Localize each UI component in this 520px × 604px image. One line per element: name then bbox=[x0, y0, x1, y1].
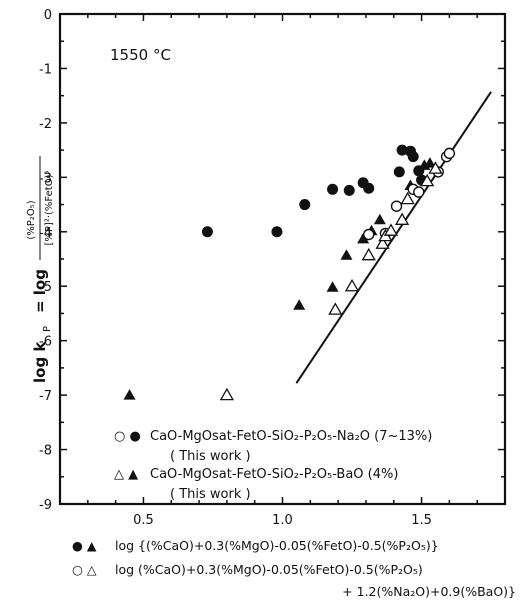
point-filled-triangle bbox=[357, 232, 370, 244]
y-tick-label: -1 bbox=[39, 62, 52, 77]
legend-markers-1: ○ ● bbox=[114, 429, 141, 444]
y-tick-label: -8 bbox=[39, 444, 52, 459]
point-filled-triangle bbox=[293, 299, 306, 310]
point-open-triangle bbox=[219, 387, 234, 401]
x-axis-label: ● ▲ log {(%CaO)+0.3(%MgO)-0.05(%FetO)-0.… bbox=[72, 538, 516, 599]
xlabel-line-1: log {(%CaO)+0.3(%MgO)-0.05(%FetO)-0.5(%P… bbox=[115, 538, 439, 553]
x-tick-label: 1.5 bbox=[411, 513, 432, 528]
svg-text:log k: log k bbox=[31, 341, 49, 383]
y-tick-label: -5 bbox=[39, 280, 52, 295]
point-open-triangle bbox=[400, 191, 415, 205]
xlabel-markers-2: ○ △ bbox=[72, 562, 97, 577]
point-filled-circle bbox=[343, 184, 355, 196]
y-tick-label: -6 bbox=[39, 335, 52, 350]
y-axis-label: log k P = log (%P₂O₅) [%P]²·(%FetO)⁵ bbox=[26, 156, 55, 383]
point-filled-triangle bbox=[423, 157, 436, 168]
temperature-annotation: 1550 °C bbox=[110, 46, 171, 64]
ylabel-sub: P bbox=[42, 326, 53, 332]
axes bbox=[58, 12, 507, 506]
point-filled-circle bbox=[393, 166, 405, 178]
ylabel-prefix: log k bbox=[31, 341, 49, 383]
y-tick-label: -3 bbox=[39, 171, 52, 186]
xlabel-line-3: + 1.2(%Na₂O)+0.9(%BaO)} bbox=[342, 584, 516, 599]
y-tick-label: -4 bbox=[39, 226, 52, 241]
legend-sub-1: ( This work ) bbox=[170, 449, 251, 464]
point-filled-circle bbox=[271, 226, 283, 238]
point-filled-circle bbox=[396, 144, 408, 156]
tick-labels: 0 -1 -2 -3 -4 -5 -6 -7 -8 -9 0.5 1.0 1.5 bbox=[39, 8, 432, 528]
point-filled-circle bbox=[407, 151, 419, 163]
y-tick-label: -2 bbox=[39, 117, 52, 132]
point-filled-circle bbox=[327, 183, 339, 195]
legend-sub-2: ( This work ) bbox=[170, 487, 251, 502]
point-filled-triangle bbox=[340, 249, 353, 260]
legend: ○ ● CaO-MgOsat-FetO-SiO₂-P₂O₅-Na₂O (7~13… bbox=[114, 429, 432, 502]
ylabel-eq: = log bbox=[31, 269, 49, 313]
point-open-circle bbox=[390, 200, 403, 212]
legend-label-1: CaO-MgOsat-FetO-SiO₂-P₂O₅-Na₂O (7~13%) bbox=[150, 429, 432, 444]
legend-label-2: CaO-MgOsat-FetO-SiO₂-P₂O₅-BaO (4%) bbox=[150, 467, 398, 482]
point-filled-triangle bbox=[326, 281, 339, 292]
y-tick-label: 0 bbox=[44, 8, 52, 23]
ylabel-denominator: [%P]²·(%FetO)⁵ bbox=[44, 171, 55, 246]
point-open-triangle bbox=[383, 223, 399, 236]
point-open-triangle bbox=[361, 247, 376, 261]
point-open-triangle bbox=[394, 212, 410, 225]
fit-line bbox=[295, 91, 492, 384]
point-open-triangle bbox=[344, 278, 360, 292]
point-filled-triangle bbox=[373, 213, 386, 225]
xlabel-markers-1: ● ▲ bbox=[72, 538, 97, 553]
ylabel-numerator: (%P₂O₅) bbox=[26, 200, 37, 239]
y-tick-label: -7 bbox=[39, 389, 52, 404]
point-open-triangle bbox=[420, 173, 435, 187]
point-open-triangle bbox=[375, 236, 390, 249]
xlabel-line-2: log (%CaO)+0.3(%MgO)-0.05(%FetO)-0.5(%P₂… bbox=[115, 562, 423, 577]
point-open-circle bbox=[443, 147, 456, 160]
point-open-circle bbox=[413, 186, 425, 198]
legend-markers-2: △ ▲ bbox=[114, 467, 138, 482]
point-filled-circle bbox=[299, 199, 311, 211]
point-filled-circle bbox=[201, 226, 213, 238]
fit-line-layer bbox=[295, 91, 492, 384]
data-points bbox=[123, 144, 456, 401]
point-open-circle bbox=[363, 228, 375, 241]
point-open-triangle bbox=[328, 302, 343, 315]
point-filled-circle bbox=[363, 182, 375, 194]
x-tick-label: 1.0 bbox=[272, 513, 293, 528]
point-open-triangle bbox=[428, 161, 443, 174]
y-tick-label: -9 bbox=[39, 498, 52, 513]
x-tick-label: 0.5 bbox=[133, 513, 154, 528]
point-filled-triangle bbox=[123, 389, 136, 400]
